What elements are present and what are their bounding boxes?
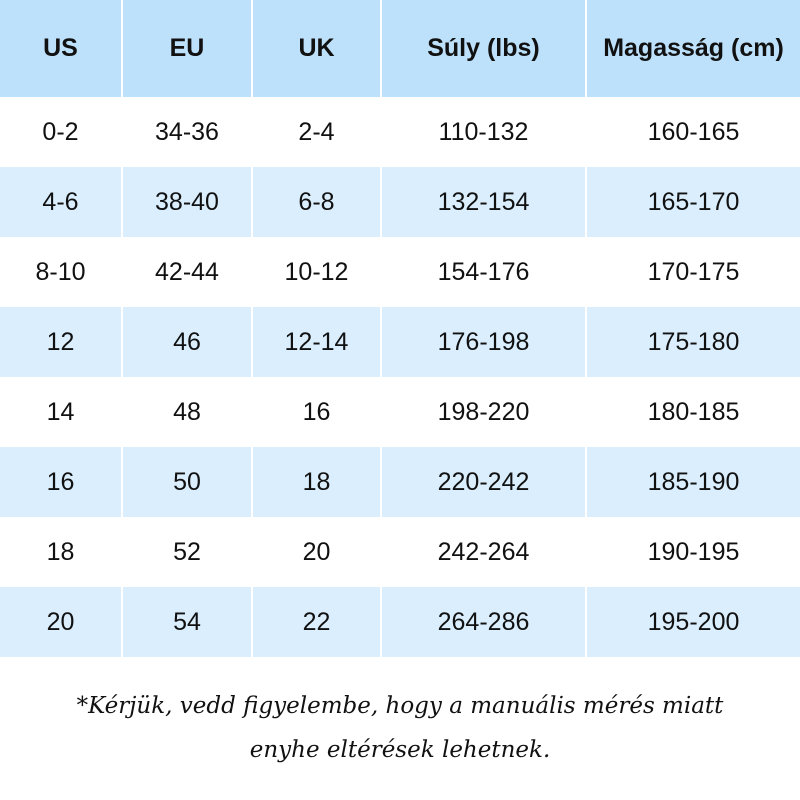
cell-us: 18 bbox=[46, 537, 75, 566]
cell-eu: 38-40 bbox=[121, 167, 252, 237]
cell-uk: 22 bbox=[251, 587, 381, 657]
cell-height: 165-170 bbox=[585, 167, 800, 237]
cell-eu: 42-44 bbox=[121, 237, 252, 307]
size-chart-table: US EU UK Súly (lbs) Magasság (cm) 0-2 34-… bbox=[0, 0, 800, 657]
cell-height: 170-175 bbox=[585, 237, 800, 307]
cell-height: 195-200 bbox=[585, 587, 800, 657]
header-height: Magasság (cm) bbox=[585, 0, 800, 97]
cell-uk: 10-12 bbox=[251, 237, 381, 307]
note-line-2: enyhe eltérések lehetnek. bbox=[249, 737, 551, 763]
cell-height: 175-180 bbox=[585, 307, 800, 377]
note-line-1: *Kérjük, vedd figyelembe, hogy a manuáli… bbox=[76, 693, 724, 719]
cell-weight: 176-198 bbox=[380, 307, 586, 377]
cell-uk: 2-4 bbox=[251, 97, 381, 167]
cell-weight: 110-132 bbox=[380, 97, 586, 167]
table-row: 12 46 12-14 176-198 175-180 bbox=[0, 307, 800, 377]
cell-us: 12 bbox=[0, 307, 122, 377]
table-row: 8-10 42-44 10-12 154-176 170-175 bbox=[0, 237, 800, 307]
cell-eu: 34-36 bbox=[121, 97, 252, 167]
cell-weight: 198-220 bbox=[380, 377, 586, 447]
cell-height: 160-165 bbox=[585, 97, 800, 167]
cell-weight: 264-286 bbox=[380, 587, 586, 657]
cell-us: 14 bbox=[46, 397, 75, 426]
header-eu: EU bbox=[121, 0, 252, 97]
cell-weight: 154-176 bbox=[380, 237, 586, 307]
cell-eu: 48 bbox=[121, 377, 252, 447]
cell-us: 4-6 bbox=[0, 167, 122, 237]
disclaimer-note: *Kérjük, vedd figyelembe, hogy a manuáli… bbox=[0, 684, 800, 772]
table-row: 18 52 20 242-264 190-195 bbox=[0, 517, 800, 587]
header-row: US EU UK Súly (lbs) Magasság (cm) bbox=[0, 0, 800, 97]
cell-eu: 50 bbox=[121, 447, 252, 517]
cell-eu: 54 bbox=[121, 587, 252, 657]
cell-uk: 6-8 bbox=[251, 167, 381, 237]
cell-weight: 242-264 bbox=[380, 517, 586, 587]
header-uk: UK bbox=[251, 0, 381, 97]
cell-eu: 52 bbox=[121, 517, 252, 587]
cell-eu: 46 bbox=[121, 307, 252, 377]
cell-us: 20 bbox=[0, 587, 122, 657]
cell-uk: 16 bbox=[251, 377, 381, 447]
table-row: 16 50 18 220-242 185-190 bbox=[0, 447, 800, 517]
cell-weight: 132-154 bbox=[380, 167, 586, 237]
cell-uk: 18 bbox=[251, 447, 381, 517]
cell-us: 8-10 bbox=[35, 257, 86, 286]
cell-height: 190-195 bbox=[585, 517, 800, 587]
cell-us: 0-2 bbox=[42, 117, 79, 146]
header-us: US bbox=[0, 0, 122, 97]
table-row: 4-6 38-40 6-8 132-154 165-170 bbox=[0, 167, 800, 237]
cell-uk: 20 bbox=[251, 517, 381, 587]
table-row: 14 48 16 198-220 180-185 bbox=[0, 377, 800, 447]
cell-height: 180-185 bbox=[585, 377, 800, 447]
cell-weight: 220-242 bbox=[380, 447, 586, 517]
header-weight: Súly (lbs) bbox=[380, 0, 586, 97]
table-row: 20 54 22 264-286 195-200 bbox=[0, 587, 800, 657]
table-row: 0-2 34-36 2-4 110-132 160-165 bbox=[0, 97, 800, 167]
cell-uk: 12-14 bbox=[251, 307, 381, 377]
cell-us: 16 bbox=[0, 447, 122, 517]
cell-height: 185-190 bbox=[585, 447, 800, 517]
